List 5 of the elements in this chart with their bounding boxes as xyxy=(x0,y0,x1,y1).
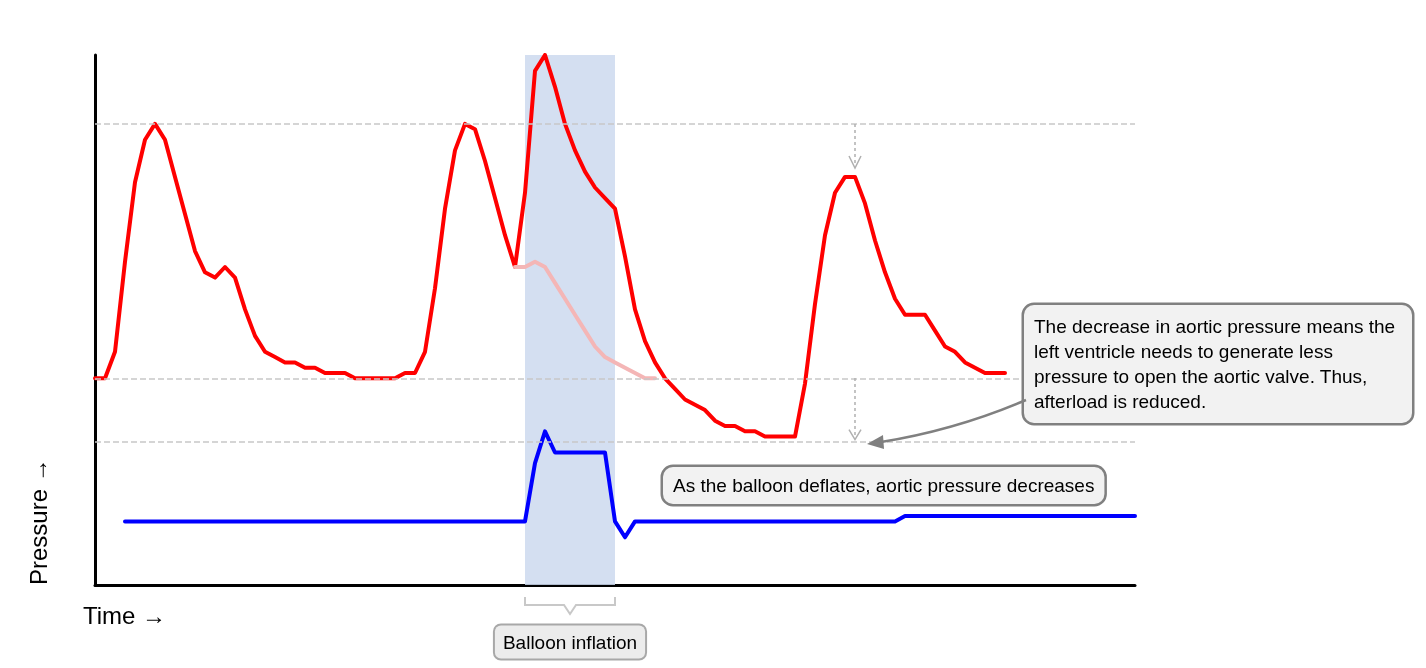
annotation: The decrease in aortic pressure means the left ventricle needs to generate less pressure to open the aortic valve. Thus, afterload is reduced. xyxy=(1034,316,1401,412)
x-axis-title: Time → xyxy=(83,601,167,629)
text: Balloon inflation xyxy=(502,631,638,653)
annotation: As the balloon deflates, aortic pressure decreases xyxy=(673,475,1095,496)
y-axis-title: Pressure → xyxy=(24,458,52,585)
